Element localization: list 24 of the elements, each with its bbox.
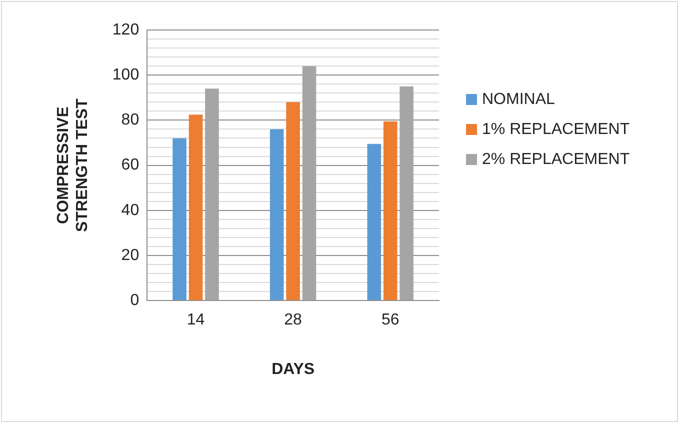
bar	[302, 66, 316, 300]
y-tick-label: 60	[121, 156, 140, 174]
legend-label: NOMINAL	[482, 90, 555, 110]
bar	[270, 129, 284, 300]
y-tick-label: 120	[112, 21, 140, 38]
x-tick-label: 28	[284, 312, 302, 329]
x-tick-label: 56	[381, 312, 400, 329]
legend-label: 2% REPLACEMENT	[482, 150, 630, 170]
bar	[367, 144, 382, 300]
y-tick-label: 40	[121, 202, 140, 219]
y-tick-label: 80	[121, 112, 140, 129]
bar	[286, 102, 300, 300]
bar	[188, 114, 203, 300]
x-tick-label: 14	[186, 312, 205, 329]
bar	[172, 138, 186, 300]
x-axis-title: DAYS	[272, 360, 315, 378]
y-tick-label: 0	[130, 292, 140, 310]
bar	[205, 88, 219, 300]
legend-label: 1% REPLACEMENT	[482, 120, 630, 140]
bar	[400, 86, 414, 300]
y-axis-title: COMPRESSIVE STRENGTH TEST	[55, 98, 92, 232]
y-tick-label: 100	[112, 66, 140, 84]
bar	[383, 121, 398, 300]
y-tick-label: 20	[121, 246, 140, 264]
